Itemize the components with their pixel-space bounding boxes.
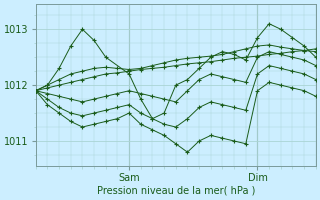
X-axis label: Pression niveau de la mer( hPa ): Pression niveau de la mer( hPa ) — [97, 186, 255, 196]
